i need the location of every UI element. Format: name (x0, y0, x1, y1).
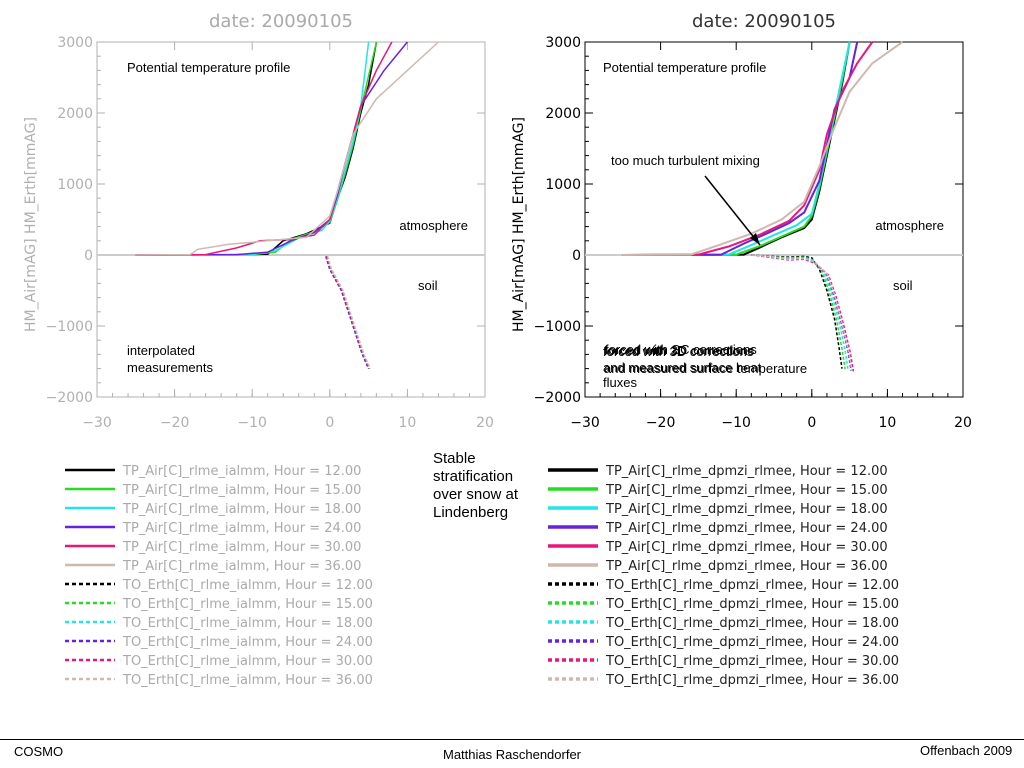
panel2-ylabel: HM_Air[mAG] HM_Erth[mmAG] (511, 117, 527, 332)
panel1-legend-label: TP_Air[C]_rlme_ialmm, Hour = 18.00 (122, 502, 361, 517)
panel1-xtick-label: 20 (476, 415, 494, 431)
panel1-ytick-label: 1000 (57, 177, 93, 193)
panel2-title: date: 20090105 (692, 11, 836, 32)
panel2-legend-label: TP_Air[C]_rlme_dpmzi_rlmee, Hour = 12.00 (605, 464, 888, 479)
panel1-annotation: soil (418, 278, 438, 293)
panel2-overlap-label: and measured surface temperature (604, 361, 807, 376)
panel2-legend-label: TP_Air[C]_rlme_dpmzi_rlmee, Hour = 18.00 (605, 502, 888, 517)
panel2-legend-label: TO_Erth[C]_rlme_dpmzi_rlmee, Hour = 30.0… (605, 654, 899, 669)
panel1-legend-label: TO_Erth[C]_rlme_ialmm, Hour = 24.00 (122, 635, 373, 650)
panel1-legend-label: TP_Air[C]_rlme_ialmm, Hour = 30.00 (122, 540, 361, 555)
panel2-legend-label: TP_Air[C]_rlme_dpmzi_rlmee, Hour = 24.00 (605, 521, 888, 536)
panel2-ytick-label: 1000 (545, 177, 581, 193)
panel2-overlap-label: forced with 3D corrections (603, 344, 754, 359)
panel2-legend-label: TP_Air[C]_rlme_dpmzi_rlmee, Hour = 36.00 (605, 559, 888, 574)
panel1-legend-label: TP_Air[C]_rlme_ialmm, Hour = 36.00 (122, 559, 361, 574)
panel1-ytick-label: 3000 (57, 35, 93, 51)
panel1-legend-label: TP_Air[C]_rlme_ialmm, Hour = 12.00 (122, 464, 361, 479)
panel2-arrow-head (750, 233, 760, 245)
panel2-annotation: atmosphere (875, 218, 944, 233)
panel2-legend-label: TP_Air[C]_rlme_dpmzi_rlmee, Hour = 15.00 (605, 483, 888, 498)
panel2-air-series-line (622, 41, 874, 256)
panel1-title: date: 20090105 (209, 11, 353, 32)
panel1-xtick-label: 10 (398, 415, 416, 431)
panel2-annotation: Potential temperature profile (603, 60, 766, 75)
panel1-ytick-label: −2000 (46, 390, 93, 406)
chart-canvas: date: 20090105−30 −20 −10 0 10 20−2000−100001… (23, 11, 972, 688)
panel2-ytick-label: −2000 (534, 390, 581, 406)
panel2-soil-series-line (751, 254, 846, 370)
panel1-xtick-label: −10 (237, 415, 267, 431)
panel2-overlap-label: and measured surface heat fluxes (603, 360, 762, 390)
panel1-ytick-label: −1000 (46, 319, 93, 335)
panel1-ytick-label: 2000 (57, 106, 93, 122)
panel1-legend-label: TO_Erth[C]_rlme_ialmm, Hour = 18.00 (122, 616, 373, 631)
panel2-air-series-line (622, 41, 851, 256)
panel2-soil-series-line (751, 254, 853, 371)
panel2-xtick-label: 20 (954, 415, 972, 431)
panel2-legend-label: TO_Erth[C]_rlme_dpmzi_rlmee, Hour = 15.0… (605, 597, 899, 612)
panel1-axes-frame (96, 41, 486, 398)
panel2-soil-series-line (751, 254, 843, 369)
panel1-legend-label: TO_Erth[C]_rlme_ialmm, Hour = 30.00 (122, 654, 373, 669)
footer-author: Matthias Raschendorfer (443, 747, 582, 762)
panel2-xtick-label: −30 (570, 415, 600, 431)
panel2-ytick-label: 2000 (545, 106, 581, 122)
panel2-overlap-label: forced with 3D corrections (604, 343, 755, 358)
panel2-legend-label: TP_Air[C]_rlme_dpmzi_rlmee, Hour = 30.00 (605, 540, 888, 555)
panel1-annotation: Potential temperature profile (127, 60, 290, 75)
footer-left-label: COSMO (14, 744, 64, 759)
panel1-legend-label: TO_Erth[C]_rlme_ialmm, Hour = 12.00 (122, 578, 373, 593)
panel2-air-series-line (622, 41, 904, 256)
panel1-annotation: interpolated measurements (127, 343, 213, 375)
panel2-legend-label: TO_Erth[C]_rlme_dpmzi_rlmee, Hour = 18.0… (605, 616, 899, 631)
panel1-air-series-line (135, 41, 393, 256)
panel2-xtick-label: −10 (721, 415, 751, 431)
panel1-legend-label: TO_Erth[C]_rlme_ialmm, Hour = 15.00 (122, 597, 373, 612)
panel1-ylabel: HM_Air[mAG] HM_Erth[mmAG] (23, 117, 39, 332)
footer-divider (0, 739, 1024, 740)
panel2-legend-label: TO_Erth[C]_rlme_dpmzi_rlmee, Hour = 36.0… (605, 673, 899, 688)
panel2-legend-label: TO_Erth[C]_rlme_dpmzi_rlmee, Hour = 12.0… (605, 578, 899, 593)
panel2-axes-frame (584, 41, 964, 398)
panel2-overlap-label: forced with SC corrections (605, 342, 757, 357)
panel1-xtick-label: −30 (82, 415, 112, 431)
slide-title: Stable stratification over snow at Linde… (433, 450, 519, 521)
panel1-air-series-line (135, 41, 378, 256)
panel2-annotation: too much turbulent mixing (611, 153, 760, 168)
panel1-xtick-label: −20 (160, 415, 190, 431)
panel2-xtick-label: 0 (807, 415, 816, 431)
panel2-ytick-label: 3000 (545, 35, 581, 51)
panel2-xtick-label: 10 (878, 415, 896, 431)
panel2-annotation: soil (893, 278, 913, 293)
panel1-ytick-label: 0 (84, 248, 93, 264)
panel2-ytick-label: 0 (572, 248, 581, 264)
panel2-xtick-label: −20 (646, 415, 676, 431)
panel1-xtick-label: 0 (325, 415, 334, 431)
panel1-annotation: atmosphere (399, 218, 468, 233)
panel2-ytick-label: −1000 (534, 319, 581, 335)
panel2-legend-label: TO_Erth[C]_rlme_dpmzi_rlmee, Hour = 24.0… (605, 635, 899, 650)
panel1-legend-label: TP_Air[C]_rlme_ialmm, Hour = 24.00 (122, 521, 361, 536)
panel1-legend-label: TP_Air[C]_rlme_ialmm, Hour = 15.00 (122, 483, 361, 498)
panel1-legend-label: TO_Erth[C]_rlme_ialmm, Hour = 36.00 (122, 673, 373, 688)
panel1-air-series-line (135, 41, 439, 256)
panel2-soil-series-line (751, 254, 849, 371)
footer-place-year: Offenbach 2009 (920, 743, 1013, 758)
panel2-annotation-arrow (704, 175, 761, 246)
panel1-soil-series-line (326, 256, 371, 369)
